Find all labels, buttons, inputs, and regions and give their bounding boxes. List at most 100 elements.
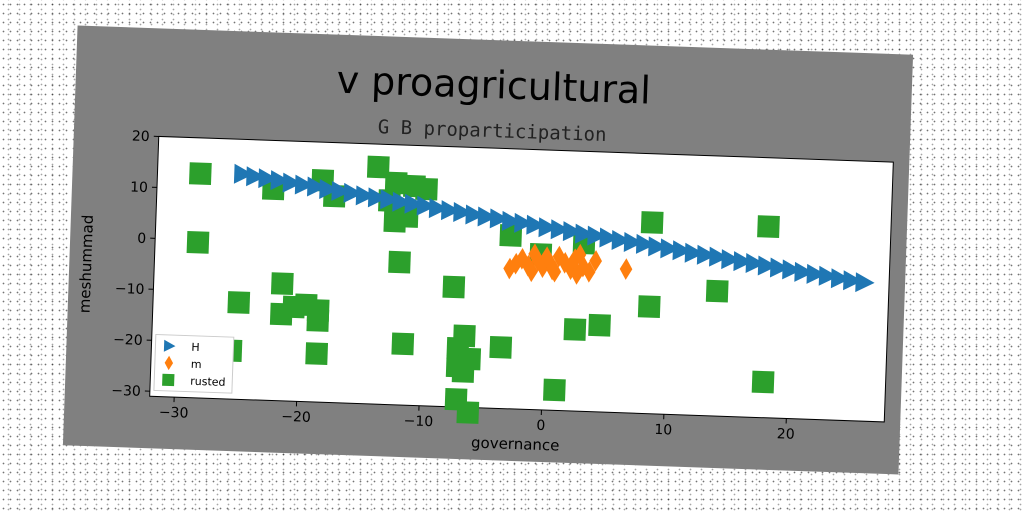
point-m [521, 254, 535, 277]
point-rusted [282, 295, 306, 319]
point-H [733, 251, 753, 272]
point-H [355, 185, 376, 206]
x-tick-label: −10 [403, 413, 433, 430]
point-m [573, 243, 587, 266]
point-H [501, 210, 522, 231]
point-rusted [415, 177, 438, 201]
point-H [416, 195, 436, 216]
point-H [489, 208, 510, 229]
x-tick-label: −30 [159, 405, 189, 422]
point-rusted [751, 370, 775, 394]
point-rusted [305, 342, 329, 366]
y-tick-label: −20 [113, 332, 143, 349]
x-tick-label: 20 [777, 426, 795, 443]
point-H [282, 172, 302, 193]
point-H [672, 240, 692, 261]
chart-subtitle: G B proparticipation [377, 116, 606, 146]
point-H [757, 255, 778, 276]
point-H [319, 178, 339, 199]
point-rusted [705, 279, 729, 303]
point-H [599, 227, 619, 248]
point-rusted [757, 215, 780, 238]
series-H [233, 163, 875, 293]
point-rusted [543, 378, 566, 402]
y-tick-label: 20 [132, 129, 150, 146]
point-H [343, 182, 363, 203]
point-H [380, 189, 400, 210]
chart-marks [186, 155, 875, 424]
point-H [526, 214, 546, 235]
point-rusted [188, 162, 212, 185]
point-H [855, 272, 875, 293]
point-H [270, 170, 290, 191]
x-tick-label: −20 [281, 409, 311, 426]
series-m [503, 243, 633, 285]
legend: Hm rusted [153, 333, 235, 394]
chart-title: v proagricultural [336, 58, 652, 113]
point-m [552, 245, 566, 268]
point-m [515, 248, 529, 270]
point-H [648, 236, 668, 257]
legend-marker-rusted [162, 373, 175, 387]
point-m [546, 258, 559, 281]
x-axis-label: governance [471, 434, 560, 455]
point-H [233, 163, 254, 184]
point-H [307, 176, 327, 197]
point-rusted [186, 231, 210, 254]
plot-area [149, 135, 894, 423]
point-rusted [640, 211, 664, 234]
point-m [540, 246, 554, 268]
point-rusted [563, 318, 587, 341]
chart-svg: v proagricultural G B proparticipation −… [76, 58, 894, 455]
point-rusted [588, 313, 611, 337]
point-H [623, 231, 644, 252]
point-m [619, 258, 633, 280]
point-rusted [442, 275, 466, 299]
x-tick-label: 10 [654, 422, 672, 439]
point-H [575, 223, 595, 244]
point-H [514, 212, 534, 233]
point-rusted [456, 401, 480, 424]
point-H [745, 253, 765, 274]
x-tick-label: 0 [536, 418, 545, 434]
point-rusted [384, 171, 408, 195]
point-rusted [452, 324, 476, 348]
point-rusted [489, 335, 513, 359]
y-tick-label: 10 [130, 179, 148, 196]
point-H [794, 261, 814, 282]
point-H [404, 193, 424, 214]
point-H [453, 202, 473, 223]
point-H [538, 217, 558, 238]
point-H [367, 187, 388, 208]
y-tick-label: 0 [137, 231, 146, 247]
point-rusted [637, 295, 661, 318]
point-H [830, 268, 851, 289]
x-axis: −30 −20 −10 0 10 20 [159, 397, 795, 443]
point-rusted [366, 155, 390, 179]
point-H [428, 198, 449, 219]
point-rusted [391, 332, 415, 356]
point-m [570, 263, 584, 285]
point-H [806, 263, 826, 284]
point-H [331, 180, 351, 201]
point-m [558, 252, 572, 274]
point-H [392, 191, 412, 212]
y-tick-label: −10 [115, 281, 145, 298]
point-H [769, 257, 790, 278]
point-H [611, 230, 631, 250]
point-rusted [306, 298, 330, 322]
point-H [635, 233, 656, 254]
point-rusted [451, 360, 475, 383]
legend-marker-H [163, 339, 176, 352]
point-rusted [227, 291, 251, 314]
point-H [294, 174, 315, 195]
point-H [721, 249, 741, 270]
y-axis: −30 −20 −10 0 10 20 [111, 129, 159, 400]
legend-label: rusted [190, 375, 226, 389]
legend-label: m [191, 358, 202, 371]
point-m [582, 261, 596, 283]
legend-marker-m [164, 355, 174, 371]
point-H [258, 168, 278, 189]
point-m [525, 260, 538, 283]
y-axis-label: meshummad [76, 214, 97, 313]
